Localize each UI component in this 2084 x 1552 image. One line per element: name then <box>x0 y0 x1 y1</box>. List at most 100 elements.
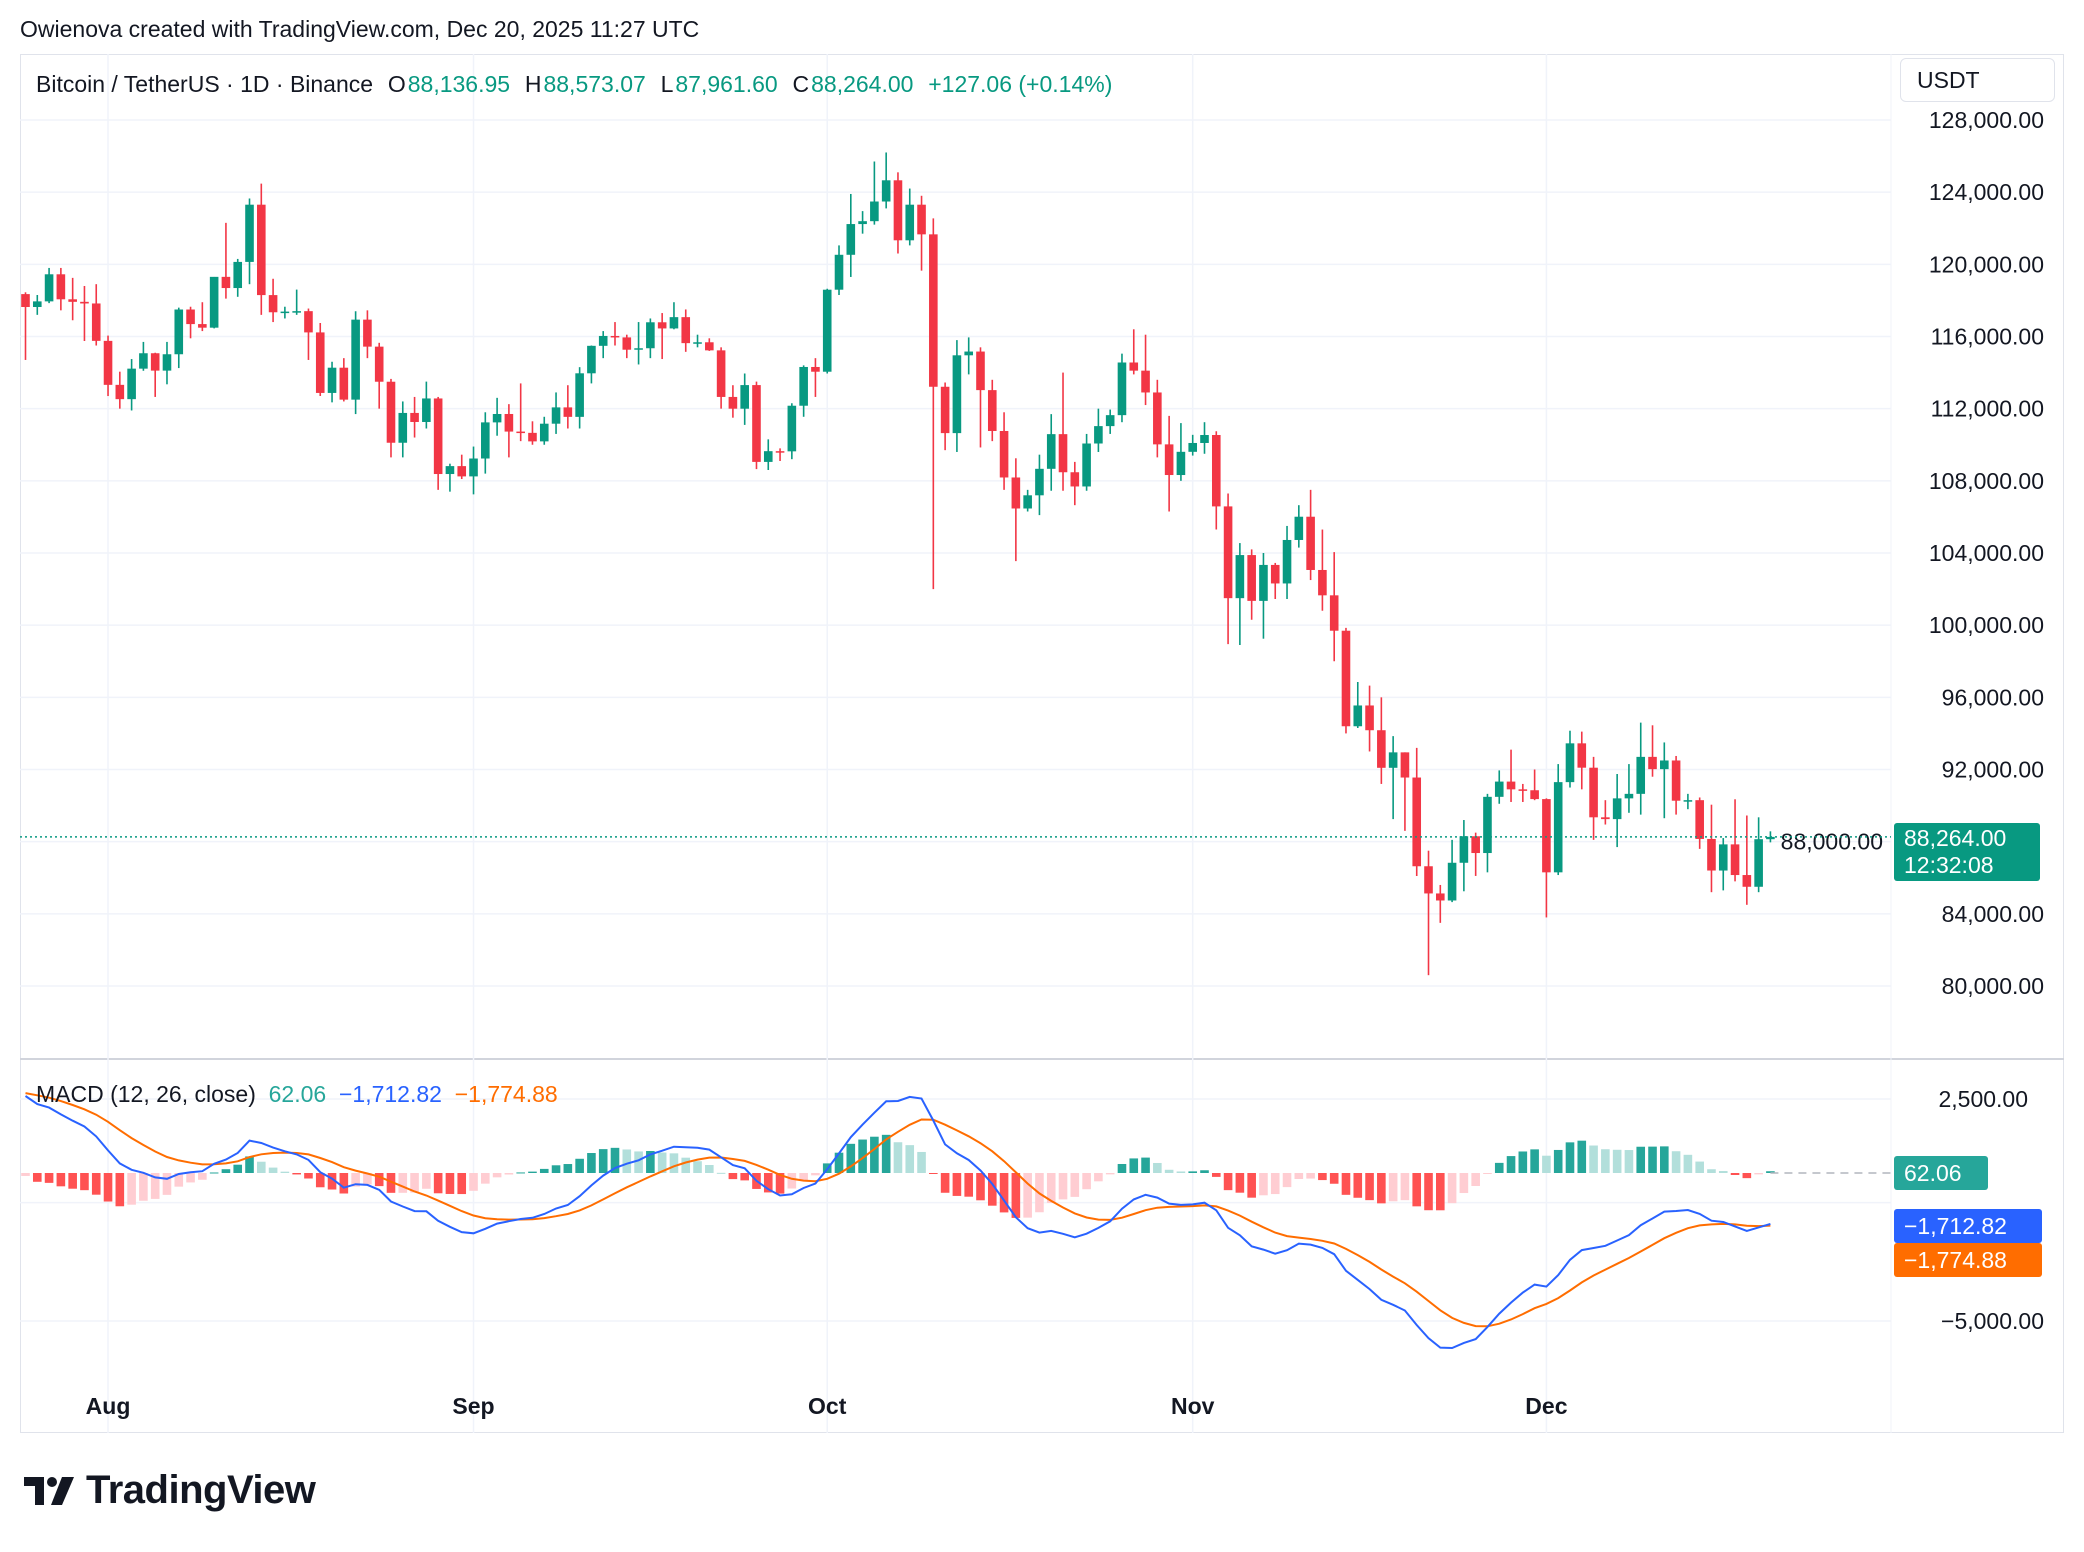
macd-histogram-bar <box>952 1173 962 1196</box>
macd-histogram-bar <box>1612 1149 1622 1173</box>
candle <box>1094 408 1103 452</box>
candle-body <box>1058 434 1068 473</box>
candle <box>1105 409 1115 434</box>
candle <box>198 302 207 332</box>
candle-body <box>1211 435 1221 507</box>
candle <box>115 371 125 409</box>
macd-signal-value: −1,774.88 <box>454 1081 558 1107</box>
candle-body <box>646 322 655 349</box>
macd-histogram-bar <box>1188 1171 1198 1173</box>
candle-body <box>115 384 125 400</box>
macd-histogram-bar <box>716 1172 726 1174</box>
candle <box>1211 431 1221 530</box>
symbol-title[interactable]: Bitcoin / TetherUS · 1D · Binance <box>36 71 374 97</box>
candle-body <box>1153 392 1162 445</box>
macd-histogram-bar <box>1636 1146 1646 1173</box>
candle-body <box>1070 472 1080 487</box>
candle <box>1247 549 1256 620</box>
macd-histogram-bar <box>1424 1173 1433 1211</box>
candle-body <box>1553 782 1563 873</box>
price-tick-label: 116,000.00 <box>1931 324 2044 350</box>
candle-body <box>598 335 608 346</box>
candle <box>1494 770 1504 804</box>
candle-body <box>327 367 337 393</box>
macd-tick-label: −5,000.00 <box>1941 1308 2044 1334</box>
candle <box>209 276 219 329</box>
macd-title[interactable]: MACD (12, 26, close) <box>36 1081 256 1107</box>
candle <box>681 309 691 352</box>
candle <box>1153 379 1162 458</box>
macd-histogram-bar <box>1318 1173 1327 1181</box>
candle-body <box>481 422 490 459</box>
price-tick-label: 100,000.00 <box>1929 612 2044 638</box>
candle-body <box>1542 799 1551 873</box>
macd-histogram-bar <box>1153 1162 1162 1173</box>
candle <box>1282 525 1292 600</box>
candle <box>1730 799 1740 882</box>
candle-body <box>457 466 467 477</box>
macd-histogram-bar <box>1353 1173 1363 1198</box>
macd-histogram-bar <box>504 1173 514 1175</box>
candle <box>1141 334 1150 406</box>
candle-body <box>186 309 195 325</box>
macd-histogram-bar <box>1176 1171 1186 1173</box>
candle-body <box>1636 756 1646 794</box>
candle <box>257 183 266 315</box>
candle-body <box>716 350 726 397</box>
candle-body <box>1046 434 1056 469</box>
candle-body <box>1188 442 1198 452</box>
macd-histogram-bar <box>327 1173 337 1190</box>
macd-histogram-bar <box>198 1173 207 1180</box>
macd-histogram-bar <box>1282 1173 1292 1188</box>
macd-histogram-bar <box>657 1152 667 1173</box>
candle <box>1388 736 1398 820</box>
candle-body <box>32 301 42 308</box>
macd-histogram-bar <box>693 1161 702 1173</box>
candle <box>1270 562 1280 600</box>
candle <box>669 302 679 330</box>
candle <box>1058 372 1068 491</box>
candle-body <box>1035 468 1044 496</box>
candle <box>1447 839 1457 903</box>
candle-body <box>1589 767 1598 818</box>
candle-body <box>268 295 278 313</box>
candle-body <box>1318 569 1327 596</box>
macd-histogram-bar <box>32 1173 42 1182</box>
currency-button[interactable]: USDT <box>1900 58 2055 102</box>
candle <box>457 454 467 480</box>
candle-body <box>198 324 207 328</box>
macd-histogram-bar <box>315 1173 325 1188</box>
macd-histogram-bar <box>339 1173 349 1194</box>
macd-histogram-bar <box>634 1151 643 1173</box>
candle-body <box>1259 564 1268 601</box>
candle <box>763 439 773 471</box>
candle <box>1565 730 1575 788</box>
candle-body <box>469 458 478 477</box>
candle-body <box>162 354 172 371</box>
macd-histogram-bar <box>1247 1173 1256 1198</box>
candle-body <box>21 294 30 308</box>
macd-histogram-bar <box>398 1173 408 1193</box>
candle-body <box>257 204 266 296</box>
macd-histogram-bar <box>1388 1173 1398 1202</box>
candle <box>1754 817 1763 893</box>
macd-histogram-bar <box>1577 1140 1587 1173</box>
tradingview-logo[interactable]: TradingView <box>24 1468 316 1513</box>
candle <box>292 289 301 315</box>
macd-histogram-bar <box>1542 1155 1551 1173</box>
candle-body <box>410 412 419 422</box>
candle <box>221 222 231 299</box>
candle <box>56 267 66 311</box>
macd-histogram-bar <box>1506 1156 1516 1173</box>
candle-body <box>1365 705 1374 731</box>
candle-body <box>1353 705 1363 727</box>
candle <box>528 421 537 445</box>
candle <box>587 345 596 384</box>
macd-histogram-bar <box>1329 1173 1339 1184</box>
macd-histogram-bar <box>1471 1173 1480 1187</box>
macd-hist-value: 62.06 <box>268 1081 327 1107</box>
candle-body <box>622 337 632 350</box>
open-value: 88,136.95 <box>407 71 511 97</box>
macd-histogram-bar <box>563 1164 573 1173</box>
